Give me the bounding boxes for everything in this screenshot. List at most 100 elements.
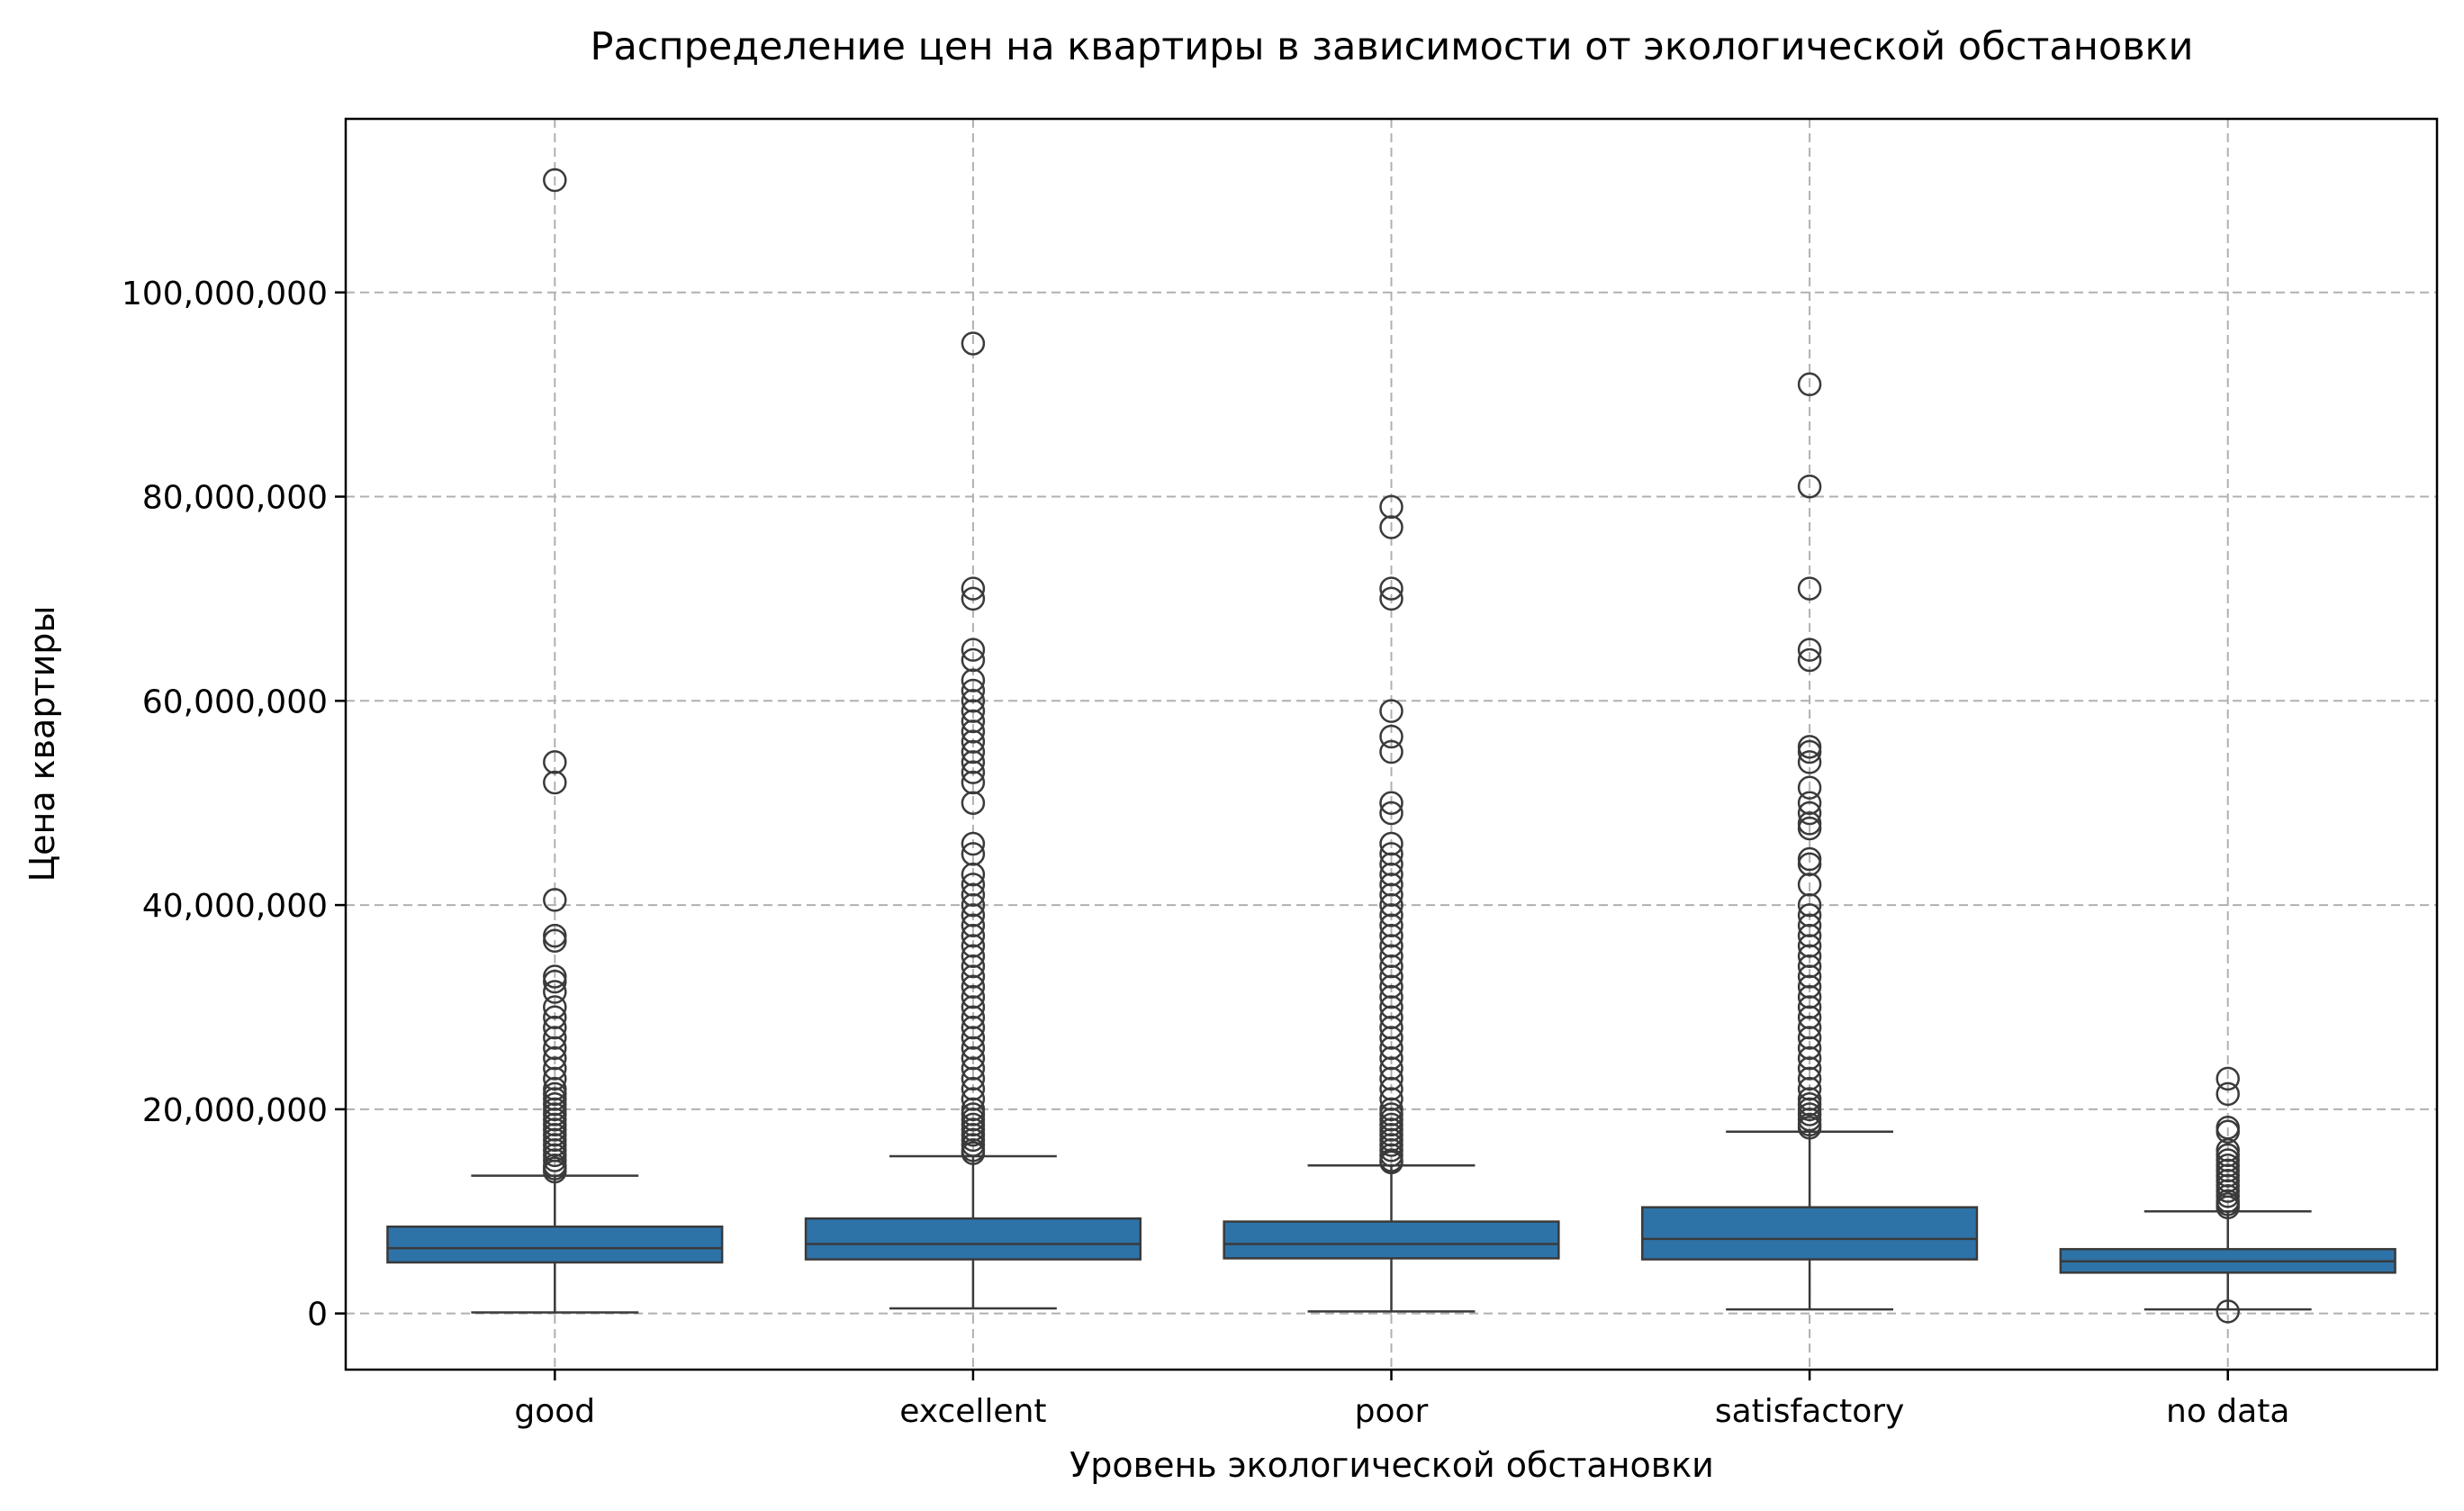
- outlier-point: [543, 1087, 567, 1111]
- outlier-point: [543, 1117, 567, 1142]
- outlier-point: [961, 760, 986, 784]
- outlier-point: [1797, 1107, 1822, 1132]
- outlier-point: [1797, 995, 1822, 1019]
- outlier-point: [961, 892, 986, 918]
- outlier-point: [1379, 892, 1403, 918]
- iqr-box: [1641, 1206, 1979, 1261]
- outlier-point: [961, 954, 986, 979]
- outlier-point: [1797, 923, 1822, 948]
- outlier-point: [2216, 1119, 2240, 1145]
- x-tick-label: good: [514, 1393, 595, 1430]
- outlier-point: [1379, 964, 1403, 989]
- outlier-point: [1797, 1087, 1822, 1111]
- outlier-point: [961, 689, 986, 713]
- outlier-point: [961, 934, 986, 958]
- outlier-point: [961, 842, 986, 866]
- outlier-point: [961, 699, 986, 723]
- outlier-point: [1379, 1066, 1403, 1091]
- box-excellent: [804, 331, 1142, 1310]
- outlier-point: [961, 719, 986, 744]
- y-tick-label: 80,000,000: [142, 480, 328, 517]
- outlier-point: [1379, 586, 1403, 611]
- outlier-point: [961, 873, 986, 897]
- outlier-point: [2216, 1195, 2240, 1219]
- outlier-point: [961, 984, 986, 1009]
- outlier-point: [961, 1056, 986, 1081]
- outlier-point: [543, 1133, 567, 1157]
- outlier-point: [1379, 1137, 1403, 1163]
- outlier-point: [961, 1102, 986, 1126]
- outlier-point: [1797, 944, 1822, 969]
- outlier-point: [961, 647, 986, 673]
- outlier-point: [1379, 494, 1403, 520]
- x-axis: good excellent poor satisfactory no data: [514, 1370, 2289, 1430]
- outlier-point: [2216, 1179, 2240, 1203]
- outlier-point: [961, 1045, 986, 1071]
- outlier-point: [543, 1112, 567, 1137]
- outlier-point: [543, 888, 567, 912]
- outlier-point: [1379, 873, 1403, 897]
- iqr-box: [386, 1226, 724, 1264]
- outlier-point: [2216, 1137, 2240, 1163]
- outlier-point: [1379, 1026, 1403, 1050]
- outlier-point: [961, 1117, 986, 1142]
- outlier-point: [961, 791, 986, 815]
- outlier-point: [1379, 1015, 1403, 1040]
- outlier-point: [1797, 913, 1822, 938]
- y-tick-label: 20,000,000: [142, 1092, 328, 1129]
- outlier-point: [1797, 903, 1822, 927]
- outlier-point: [961, 709, 986, 734]
- outlier-point: [1379, 724, 1403, 749]
- outlier-point: [1379, 1143, 1403, 1168]
- outlier-point: [543, 1066, 567, 1091]
- outlier-point: [961, 1066, 986, 1091]
- outlier-point: [543, 1045, 567, 1071]
- outlier-point: [543, 964, 567, 989]
- x-tick-label: poor: [1355, 1393, 1429, 1430]
- outlier-point: [1797, 873, 1822, 897]
- outlier-point: [961, 1015, 986, 1040]
- outlier-point: [1797, 852, 1822, 876]
- chart-title: Распределение цен на квартиры в зависимо…: [591, 24, 2194, 69]
- outlier-point: [1379, 699, 1403, 723]
- outlier-point: [961, 729, 986, 754]
- outlier-point: [1379, 515, 1403, 539]
- outlier-point: [1797, 1056, 1822, 1081]
- outlier-point: [1797, 1015, 1822, 1040]
- outlier-point: [961, 944, 986, 969]
- outlier-point: [961, 1087, 986, 1111]
- x-tick-label: excellent: [899, 1393, 1046, 1430]
- outlier-point: [2216, 1081, 2240, 1107]
- outlier-point: [1797, 647, 1822, 673]
- outlier-point: [961, 678, 986, 703]
- outlier-point: [1379, 1112, 1403, 1137]
- outlier-point: [543, 1127, 567, 1153]
- outlier-point: [1797, 1116, 1822, 1140]
- outlier-point: [2216, 1168, 2240, 1193]
- outlier-point: [1379, 862, 1403, 887]
- outlier-point: [961, 903, 986, 927]
- outlier-point: [1797, 1097, 1822, 1122]
- outlier-point: [961, 1076, 986, 1101]
- outlier-point: [1379, 739, 1403, 765]
- outlier-point: [1797, 1091, 1822, 1117]
- outlier-point: [961, 862, 986, 887]
- outlier-point: [543, 1143, 567, 1168]
- outlier-point: [1797, 801, 1822, 826]
- outlier-point: [961, 1122, 986, 1147]
- outlier-point: [961, 831, 986, 856]
- outlier-point: [1379, 954, 1403, 979]
- outlier-point: [1379, 576, 1403, 601]
- outlier-point: [961, 1005, 986, 1030]
- outlier-point: [1379, 903, 1403, 927]
- outlier-point: [1797, 739, 1822, 765]
- outlier-point: [1797, 1005, 1822, 1030]
- outlier-point: [2216, 1066, 2240, 1091]
- x-tick-label: no data: [2166, 1393, 2289, 1430]
- outlier-point: [543, 1159, 567, 1184]
- outlier-point: [1379, 1107, 1403, 1132]
- outlier-point: [1797, 1026, 1822, 1050]
- outlier-point: [1379, 1150, 1403, 1175]
- outlier-point: [1797, 954, 1822, 979]
